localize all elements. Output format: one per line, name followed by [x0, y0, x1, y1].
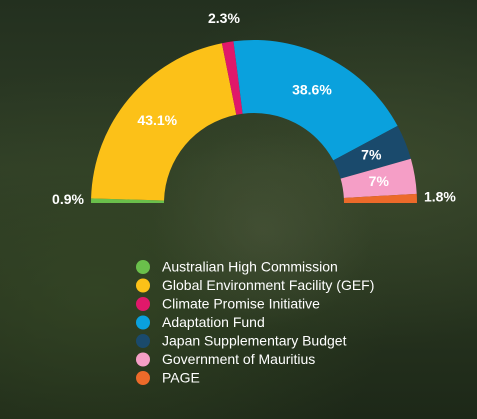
legend-label: Japan Supplementary Budget: [162, 333, 347, 349]
legend-label: Adaptation Fund: [162, 314, 265, 330]
value-label: 7%: [361, 146, 382, 162]
chart: 0.9% Australian High Commission 43.1% Globa…: [0, 0, 477, 419]
value-label: 2.3%: [208, 10, 240, 26]
value-label: 1.8%: [424, 188, 456, 204]
legend-marker: [136, 297, 150, 311]
legend-marker: [136, 353, 150, 367]
value-label: 43.1%: [137, 112, 177, 128]
value-label: 7%: [369, 173, 390, 189]
legend-label: Global Environment Facility (GEF): [162, 277, 374, 293]
legend-marker: [136, 316, 150, 330]
value-label: 0.9%: [52, 191, 84, 207]
legend-marker: [136, 279, 150, 293]
legend-marker: [136, 371, 150, 385]
legend-marker: [136, 260, 150, 274]
legend-label: Climate Promise Initiative: [162, 296, 320, 312]
legend-label: Australian High Commission: [162, 259, 338, 275]
page: 0.9% Australian High Commission 43.1% Globa…: [0, 0, 477, 419]
value-label: 38.6%: [292, 81, 332, 97]
legend-label: Government of Mauritius: [162, 351, 315, 367]
legend-marker: [136, 334, 150, 348]
legend-label: PAGE: [162, 370, 200, 386]
